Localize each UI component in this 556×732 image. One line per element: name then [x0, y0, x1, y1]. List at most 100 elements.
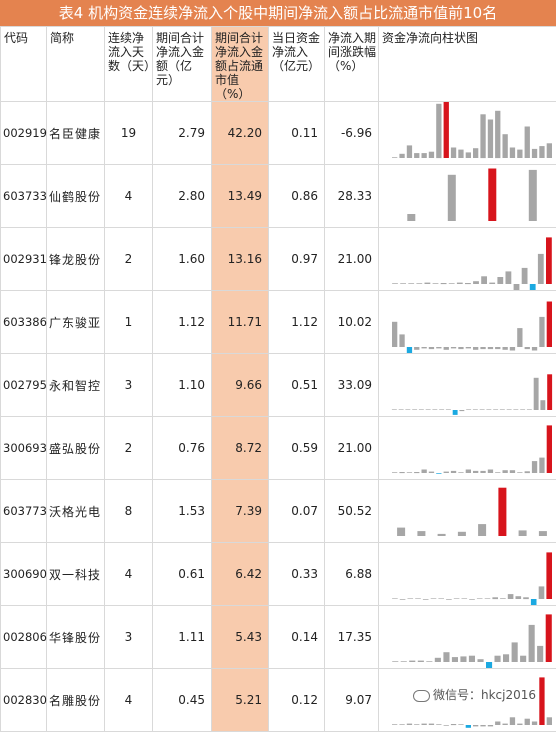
flow-bar: [436, 104, 441, 158]
consecutive-days: 1: [105, 291, 153, 354]
flow-bar: [480, 471, 485, 473]
flow-bar: [510, 717, 515, 725]
flow-bar: [451, 724, 456, 725]
stock-name: 广东骏亚: [47, 291, 105, 354]
flow-bar: [435, 658, 441, 662]
period-change: -6.96: [325, 102, 379, 165]
consecutive-days: 19: [105, 102, 153, 165]
flow-bar: [492, 597, 498, 599]
flow-bar: [439, 409, 444, 410]
flow-bar: [495, 111, 500, 158]
flow-bar: [522, 268, 528, 284]
flow-bar: [517, 724, 522, 725]
flow-bar: [532, 461, 537, 473]
flow-bar: [401, 661, 407, 662]
flow-bar: [407, 347, 412, 353]
flow-bar: [514, 284, 520, 290]
fund-flow-bar-chart: [379, 102, 556, 165]
flow-bar: [414, 724, 419, 725]
flow-bar: [473, 148, 478, 158]
flow-bar: [547, 717, 552, 725]
period-change: 9.07: [325, 669, 379, 732]
flow-bar: [519, 530, 527, 536]
flow-bar: [517, 472, 522, 473]
flow-bar: [426, 661, 432, 662]
fund-flow-bar-chart: [379, 417, 556, 480]
flow-bar: [392, 472, 397, 473]
stock-name: 锋龙股份: [47, 228, 105, 291]
wechat-icon: [413, 690, 430, 702]
flow-bar: [414, 347, 419, 350]
flow-bar: [525, 347, 530, 349]
flow-bar: [478, 524, 486, 536]
fund-flow-bar-chart: [379, 480, 556, 543]
today-inflow: 1.12: [269, 291, 325, 354]
flow-bar: [399, 472, 404, 473]
flow-bar: [416, 283, 422, 284]
flow-bar: [414, 153, 419, 158]
today-inflow: 0.51: [269, 354, 325, 417]
flow-bar: [458, 532, 466, 536]
flow-bar: [525, 719, 530, 725]
flow-bar: [507, 409, 512, 410]
flow-bar: [433, 283, 439, 284]
flow-bar: [446, 599, 452, 600]
total-inflow: 0.61: [153, 543, 212, 606]
flow-bar: [392, 724, 397, 725]
fund-flow-bar-chart: [379, 165, 556, 228]
total-inflow: 1.10: [153, 354, 212, 417]
flow-bar: [458, 724, 463, 725]
stock-code: 002931: [1, 228, 47, 291]
flow-bar: [503, 470, 508, 473]
flow-bar: [458, 347, 463, 349]
flow-bar: [469, 656, 475, 662]
flow-bar: [423, 599, 429, 600]
header-chart: 资金净流向柱状图: [379, 27, 556, 102]
inflow-ratio: 9.66: [212, 354, 269, 417]
flow-bar: [532, 722, 537, 726]
header-row: 代码 简称 连续净流入天数（天） 期间合计净流入金额（亿元） 期间合计净流入金额…: [1, 27, 556, 102]
flow-bar: [503, 347, 508, 350]
header-pct: 期间合计净流入金额占流通市值（%）: [212, 27, 269, 102]
flow-bar: [412, 409, 417, 410]
flow-bar: [530, 284, 536, 290]
stock-name: 永和智控: [47, 354, 105, 417]
today-inflow: 0.33: [269, 543, 325, 606]
period-change: 6.88: [325, 543, 379, 606]
period-change: 17.35: [325, 606, 379, 669]
flow-bar: [399, 334, 404, 347]
header-today: 当日资金净流入（亿元）: [269, 27, 325, 102]
flow-bar: [451, 471, 456, 473]
flow-bar: [392, 283, 398, 284]
flow-bar: [448, 175, 456, 221]
stock-name: 名臣健康: [47, 102, 105, 165]
stock-name: 名雕股份: [47, 669, 105, 732]
stock-name: 盛弘股份: [47, 417, 105, 480]
today-inflow: 0.59: [269, 417, 325, 480]
flow-bar: [429, 472, 434, 473]
flow-bar: [517, 150, 522, 158]
total-inflow: 1.11: [153, 606, 212, 669]
flow-bar: [546, 552, 552, 599]
header-total: 期间合计净流入金额（亿元）: [153, 27, 212, 102]
inflow-ratio: 13.49: [212, 165, 269, 228]
stock-code: 002795: [1, 354, 47, 417]
flow-bar: [444, 347, 449, 350]
flow-bar: [520, 409, 525, 410]
stock-name: 仙鹤股份: [47, 165, 105, 228]
flow-bar: [466, 725, 471, 728]
flow-bar: [523, 597, 529, 599]
flow-bar: [513, 409, 518, 410]
flow-bar: [418, 661, 424, 662]
flow-bar: [497, 277, 503, 284]
flow-bar: [432, 409, 437, 410]
flow-bar: [488, 120, 493, 159]
flow-bar: [547, 143, 552, 158]
total-inflow: 1.53: [153, 480, 212, 543]
flow-bar: [500, 409, 505, 410]
stock-code: 002830: [1, 669, 47, 732]
